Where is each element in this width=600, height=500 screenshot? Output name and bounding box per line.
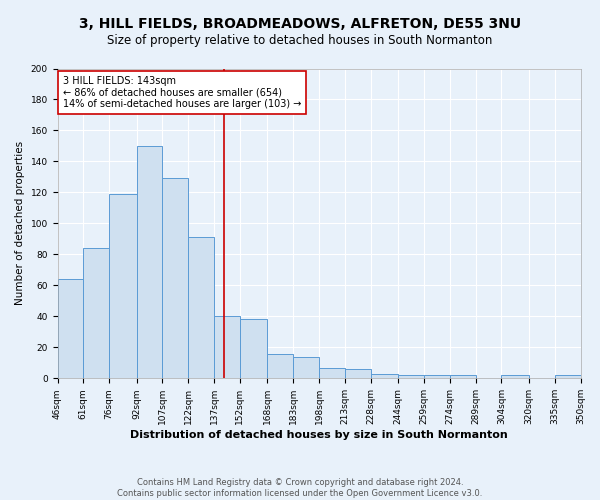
Text: 3 HILL FIELDS: 143sqm
← 86% of detached houses are smaller (654)
14% of semi-det: 3 HILL FIELDS: 143sqm ← 86% of detached … xyxy=(63,76,301,110)
Bar xyxy=(58,279,83,378)
Bar xyxy=(554,375,581,378)
Text: Size of property relative to detached houses in South Normanton: Size of property relative to detached ho… xyxy=(107,34,493,47)
X-axis label: Distribution of detached houses by size in South Normanton: Distribution of detached houses by size … xyxy=(130,430,508,440)
Bar xyxy=(163,178,188,378)
Bar xyxy=(319,368,345,378)
Bar xyxy=(188,238,214,378)
Bar xyxy=(240,320,268,378)
Bar xyxy=(502,375,529,378)
Text: Contains HM Land Registry data © Crown copyright and database right 2024.
Contai: Contains HM Land Registry data © Crown c… xyxy=(118,478,482,498)
Bar xyxy=(83,248,109,378)
Bar xyxy=(268,354,293,378)
Bar xyxy=(293,356,319,378)
Bar xyxy=(137,146,163,378)
Text: 3, HILL FIELDS, BROADMEADOWS, ALFRETON, DE55 3NU: 3, HILL FIELDS, BROADMEADOWS, ALFRETON, … xyxy=(79,18,521,32)
Bar xyxy=(398,375,424,378)
Bar xyxy=(450,375,476,378)
Bar xyxy=(345,369,371,378)
Bar xyxy=(371,374,398,378)
Bar xyxy=(109,194,137,378)
Bar xyxy=(214,316,240,378)
Bar xyxy=(424,375,450,378)
Y-axis label: Number of detached properties: Number of detached properties xyxy=(15,142,25,306)
